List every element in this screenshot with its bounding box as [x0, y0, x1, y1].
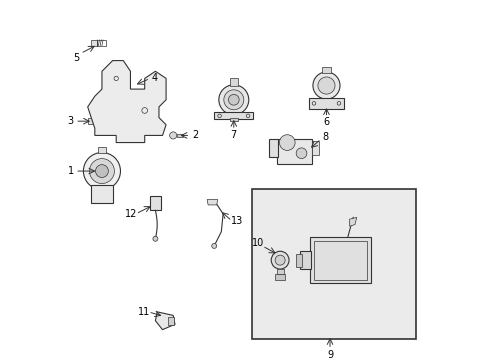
Bar [251, 189, 415, 338]
Text: 10: 10 [251, 238, 263, 248]
Bar [269, 139, 278, 157]
Bar [308, 98, 344, 109]
Bar [310, 237, 370, 283]
Circle shape [219, 85, 248, 115]
Text: 5: 5 [73, 53, 79, 63]
Bar [150, 196, 161, 210]
Circle shape [169, 132, 177, 139]
Text: 11: 11 [137, 307, 149, 317]
Text: 7: 7 [230, 130, 237, 140]
Bar [313, 240, 366, 280]
Polygon shape [155, 312, 175, 330]
Text: 6: 6 [323, 117, 329, 127]
Text: 1: 1 [67, 166, 74, 176]
Text: 3: 3 [67, 116, 74, 126]
Circle shape [271, 251, 288, 269]
Circle shape [83, 153, 120, 190]
Bar [276, 269, 283, 274]
Bar [229, 78, 238, 86]
Bar [311, 141, 319, 155]
Circle shape [317, 77, 334, 94]
Circle shape [312, 72, 339, 99]
Bar [98, 120, 106, 123]
Text: 12: 12 [125, 209, 137, 219]
Circle shape [211, 243, 216, 248]
Bar [322, 67, 330, 73]
Circle shape [275, 255, 285, 265]
Polygon shape [214, 112, 253, 120]
Bar [90, 185, 113, 203]
Polygon shape [87, 60, 166, 143]
Bar [274, 274, 285, 280]
Bar [87, 118, 98, 124]
Circle shape [279, 135, 294, 150]
Bar [97, 40, 105, 46]
Text: 9: 9 [326, 350, 332, 360]
Bar [98, 147, 106, 153]
Bar [276, 139, 311, 164]
Text: 4: 4 [151, 73, 158, 83]
Bar [296, 254, 301, 266]
Circle shape [153, 236, 158, 241]
Bar [299, 251, 310, 269]
Bar [91, 40, 97, 46]
Circle shape [95, 165, 108, 177]
Text: 8: 8 [322, 132, 328, 142]
Polygon shape [206, 199, 217, 205]
Circle shape [224, 90, 244, 110]
Circle shape [89, 159, 114, 184]
Text: 13: 13 [230, 216, 242, 226]
Polygon shape [349, 217, 356, 226]
Circle shape [296, 148, 306, 159]
Bar [177, 134, 183, 137]
Bar [167, 317, 174, 325]
Circle shape [228, 94, 239, 105]
Text: 2: 2 [192, 130, 198, 140]
Bar [229, 118, 238, 121]
